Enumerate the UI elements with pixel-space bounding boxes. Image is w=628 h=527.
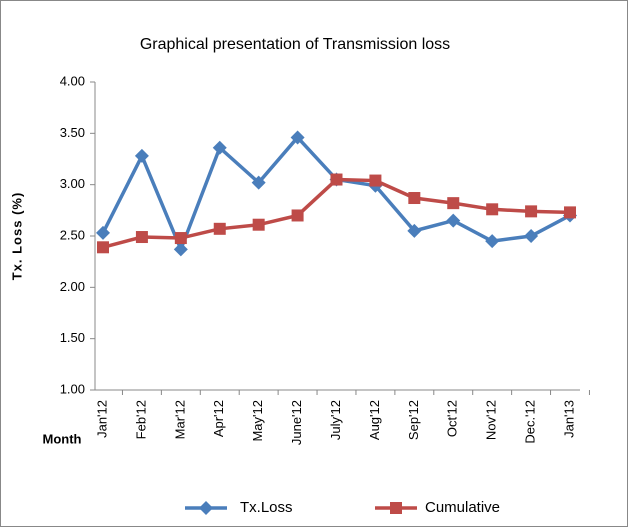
data-point <box>174 232 187 245</box>
data-point <box>291 209 304 222</box>
data-point <box>173 242 188 257</box>
data-point <box>369 174 382 187</box>
data-point <box>252 218 265 231</box>
data-point <box>135 231 148 244</box>
data-point <box>212 140 227 155</box>
y-tick-label: 2.00 <box>60 279 85 294</box>
x-tick-label: Dec.'12 <box>523 400 538 444</box>
y-tick-label: 2.50 <box>60 227 85 242</box>
y-tick-label: 1.50 <box>60 330 85 345</box>
data-point <box>446 213 461 228</box>
data-point <box>524 229 539 243</box>
x-tick-label: Apr'12 <box>211 400 226 437</box>
x-tick-label: Nov'12 <box>484 400 499 440</box>
data-point <box>564 206 576 219</box>
x-tick-label: July'12 <box>328 400 343 440</box>
y-tick-label: 3.00 <box>60 176 85 191</box>
data-point <box>290 130 305 145</box>
y-tick-label: 4.00 <box>60 73 85 88</box>
x-tick-label: Aug'12 <box>367 400 382 440</box>
x-axis-label: Month <box>43 431 82 446</box>
x-tick-label: Sep'12 <box>406 400 421 440</box>
data-point <box>330 173 343 186</box>
data-point <box>134 148 149 163</box>
x-tick-label: Oct'12 <box>445 400 460 437</box>
y-axis-label: Tx. Loss (%) <box>9 192 24 281</box>
legend-marker <box>390 502 402 514</box>
data-point <box>407 223 422 238</box>
x-tick-label: June'12 <box>289 400 304 445</box>
data-point <box>96 225 110 240</box>
data-point <box>408 192 421 205</box>
legend-label: Cumulative <box>425 499 500 516</box>
x-tick-label: Mar'12 <box>172 400 187 439</box>
data-point <box>97 241 109 254</box>
legend-marker <box>199 501 213 515</box>
chart-title: Graphical presentation of Transmission l… <box>140 36 450 53</box>
y-tick-label: 3.50 <box>60 125 85 140</box>
x-tick-label: May'12 <box>250 400 265 442</box>
data-point <box>485 234 500 249</box>
x-tick-label: Jan'13 <box>561 400 576 438</box>
x-tick-label: Jan'12 <box>94 400 109 438</box>
y-tick-label: 1.00 <box>60 381 85 396</box>
data-point <box>213 222 226 235</box>
data-point <box>486 203 499 216</box>
x-tick-label: Feb'12 <box>133 400 148 439</box>
data-point <box>251 175 266 190</box>
data-point <box>447 197 460 210</box>
data-point <box>525 205 538 218</box>
legend-label: Tx.Loss <box>240 499 293 516</box>
